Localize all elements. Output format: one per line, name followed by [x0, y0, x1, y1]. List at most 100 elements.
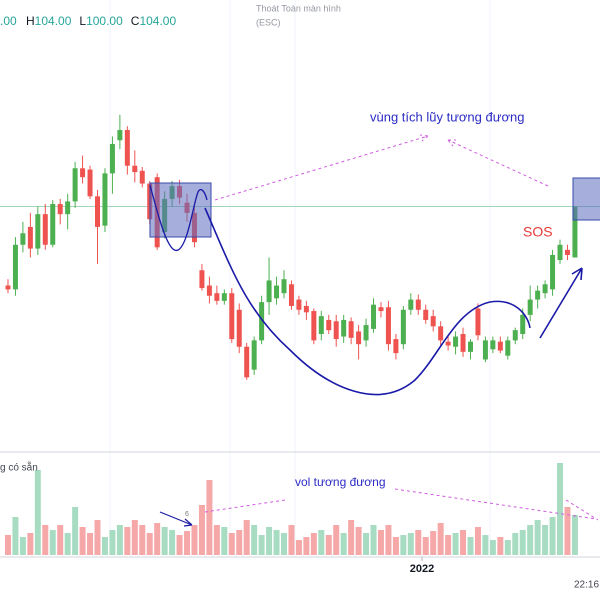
candle-body [12, 244, 18, 290]
volume-bar [288, 525, 295, 555]
volume-pane [4, 463, 578, 555]
volume-bar [527, 525, 534, 555]
candle-body [20, 233, 26, 245]
x-axis: 2022 [410, 557, 434, 575]
volume-bar [430, 531, 437, 555]
candle-body [505, 340, 511, 356]
annotation: SOS [523, 224, 553, 240]
volume-bar [161, 527, 168, 555]
volume-bar [228, 533, 235, 555]
volume-bar [295, 540, 302, 555]
candle-body [229, 293, 235, 340]
volume-bar [87, 533, 94, 555]
volume-bar [243, 520, 250, 555]
candle-body [400, 309, 406, 345]
candle-body [102, 173, 108, 226]
candle-body [348, 321, 354, 338]
candle-body [5, 285, 11, 290]
header-label: H [26, 14, 35, 28]
candle-body [109, 144, 115, 174]
volume-bar [184, 531, 191, 555]
candle-body [80, 168, 86, 178]
candle-body [296, 299, 302, 310]
volume-bar [251, 525, 258, 555]
candle-body [27, 226, 33, 249]
annotation: 6 [185, 511, 189, 518]
volume-bar [370, 525, 377, 555]
volume-bar [363, 533, 370, 555]
header-field: L100.00 [79, 14, 123, 28]
candle-body [408, 299, 414, 310]
volume-bar [497, 537, 504, 555]
candle-body [497, 341, 503, 351]
volume-bar [333, 525, 340, 555]
candle-body [65, 201, 71, 215]
dashed-arrow [214, 134, 429, 201]
volume-bar [407, 533, 414, 555]
volume-bar [206, 480, 213, 555]
volume-bar [109, 530, 116, 555]
annotation: vol tương đương [295, 475, 386, 489]
dashed-arrow [447, 139, 549, 187]
header-value: 100.00 [86, 14, 123, 28]
candle-body [445, 341, 451, 346]
candle-body [564, 249, 570, 255]
volume-bar [482, 535, 489, 555]
candle-body [482, 340, 488, 360]
volume-bar [571, 515, 578, 555]
volume-bar [266, 527, 273, 555]
volume-bar [4, 535, 11, 555]
grid [109, 0, 491, 555]
volume-bar [72, 507, 79, 555]
candle-body [356, 331, 362, 345]
drawing-curve [149, 184, 208, 251]
volume-bar [101, 537, 108, 555]
x-tick-label: 2022 [410, 563, 434, 575]
candle-body [266, 280, 272, 303]
tooltip: Thoát Toàn màn hình [256, 3, 341, 13]
drawing-arrow [159, 511, 193, 527]
header-label: L [79, 14, 86, 28]
candle-body [475, 308, 481, 336]
candle-body [42, 214, 48, 245]
tooltip: (ESC) [256, 17, 281, 27]
volume-bar [198, 505, 205, 555]
volume-bar [474, 527, 481, 555]
candle-body [572, 206, 578, 258]
volume-bar [445, 535, 452, 555]
price-pane [0, 114, 600, 380]
candle-body [50, 203, 56, 245]
volume-bar [213, 525, 220, 555]
candle-body [512, 330, 518, 341]
volume-bar [318, 530, 325, 555]
volume-bar [12, 517, 19, 555]
volume-bar [94, 520, 101, 555]
volume-bar [400, 535, 407, 555]
header-field: C104.00 [131, 14, 177, 28]
candle-body [535, 290, 541, 300]
candle-body [371, 304, 377, 329]
volume-bar [355, 527, 362, 555]
volume-bar [191, 525, 198, 555]
volume-bar [452, 533, 459, 555]
header-open: .00 [0, 14, 17, 28]
candle-body [124, 130, 130, 166]
candle-body [35, 214, 41, 249]
candle-body [132, 165, 138, 173]
volume-bar [325, 535, 332, 555]
candle-body [415, 299, 421, 310]
candle-body [341, 319, 347, 337]
volume-bar [422, 537, 429, 555]
volume-bar [258, 535, 265, 555]
candle-body [236, 309, 242, 347]
header: H104.00 L100.00 C104.00 [26, 14, 176, 28]
volume-bar [154, 523, 161, 555]
candle-body [244, 346, 250, 378]
volume-bar [467, 537, 474, 555]
volume-bar [534, 520, 541, 555]
candle-body [139, 170, 145, 184]
candle-body [520, 314, 526, 334]
zone-box [149, 182, 212, 238]
volume-bar [377, 530, 384, 555]
volume-bar [415, 530, 422, 555]
